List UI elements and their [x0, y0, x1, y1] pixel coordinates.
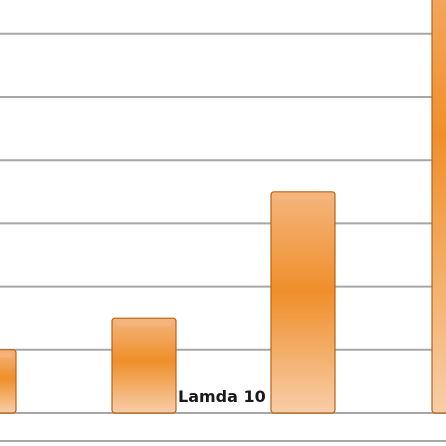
- gridlines: [0, 32, 446, 442]
- bar-bevel: [116, 321, 172, 327]
- bar-body: [431, 0, 446, 414]
- bar: [270, 191, 336, 414]
- bar: [431, 0, 446, 414]
- bar-body: [111, 317, 177, 414]
- bar-body: [0, 349, 17, 414]
- bar-bevel: [275, 194, 331, 200]
- annotation-label: Lamda 10: [178, 387, 266, 406]
- bar: [0, 349, 17, 414]
- annotations: Lamda 10: [178, 387, 266, 406]
- bar-body: [270, 191, 336, 414]
- bar-bevel: [0, 352, 12, 358]
- bars: [0, 0, 446, 414]
- bar: [111, 317, 177, 414]
